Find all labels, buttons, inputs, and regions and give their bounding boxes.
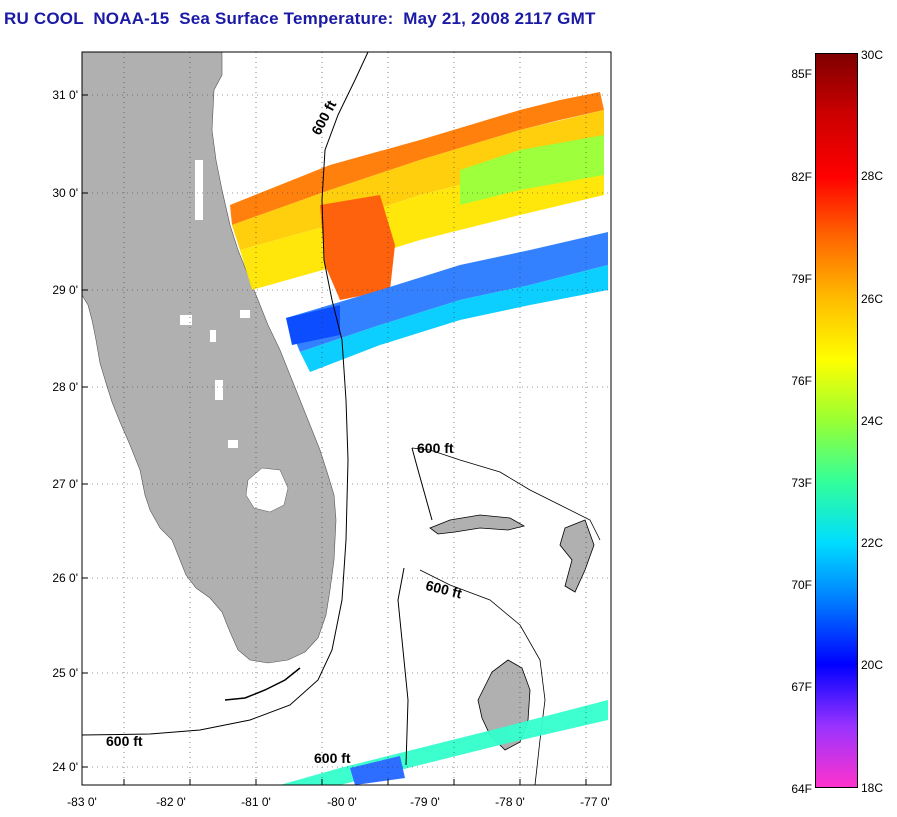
colorbar-f-73: 73F [791, 476, 812, 490]
lon-label-78: -78 0' [495, 795, 525, 809]
colorbar-f-82: 82F [791, 170, 812, 184]
lon-label-83: -83 0' [67, 795, 97, 809]
colorbar-f-85: 85F [791, 67, 812, 81]
bahamas-grand-bahama [429, 514, 526, 535]
colorbar-f-79: 79F [791, 272, 812, 286]
lat-label-31: 31 0' [52, 88, 78, 102]
lat-label-25: 25 0' [52, 666, 78, 680]
lake-okeechobee [245, 467, 289, 513]
sst-swath [230, 92, 608, 785]
lat-label-29: 29 0' [52, 283, 78, 297]
colorbar-f-70: 70F [791, 578, 812, 592]
lon-label-79: -79 0' [410, 795, 440, 809]
lat-label-24: 24 0' [52, 760, 78, 774]
graticule [82, 52, 611, 785]
isobath-label-bahamas-north: 600 ft [417, 440, 454, 456]
bahamas-bank-outline [411, 447, 601, 541]
inland-lakes [180, 160, 250, 448]
isobath-600ft-florida [82, 52, 369, 736]
colorbar-f-76: 76F [791, 374, 812, 388]
colorbar-f-64: 64F [791, 782, 812, 796]
colorbar-c-24: 24C [861, 414, 884, 428]
colorbar-c-18: 18C [861, 781, 884, 795]
colorbar-c-30: 30C [861, 48, 884, 62]
lat-label-27: 27 0' [52, 477, 78, 491]
axis-ticks [82, 94, 587, 785]
isobath-label-southwest: 600 ft [106, 733, 143, 749]
isobath-600ft-tongue [397, 567, 409, 766]
lat-label-30: 30 0' [52, 186, 78, 200]
isobath-600ft-bahamas [411, 447, 433, 521]
map-title: RU COOL NOAA-15 Sea Surface Temperature:… [4, 9, 596, 28]
lon-label-82: -82 0' [156, 795, 186, 809]
lon-label-77: -77 0' [580, 795, 610, 809]
lat-label-26: 26 0' [52, 571, 78, 585]
isobath-label-south: 600 ft [314, 750, 351, 766]
bahamas-abaco [559, 519, 595, 593]
colorbar-c-22: 22C [861, 536, 884, 550]
colorbar-c-26: 26C [861, 292, 884, 306]
florida-keys [224, 667, 301, 701]
lat-label-28: 28 0' [52, 380, 78, 394]
lon-label-81: -81 0' [241, 795, 271, 809]
map-frame [81, 51, 612, 786]
colorbar-c-28: 28C [861, 169, 884, 183]
colorbar-f-67: 67F [791, 680, 812, 694]
colorbar-c-20: 20C [861, 658, 884, 672]
lon-label-80: -80 0' [327, 795, 357, 809]
sst-colorbar [815, 53, 858, 788]
